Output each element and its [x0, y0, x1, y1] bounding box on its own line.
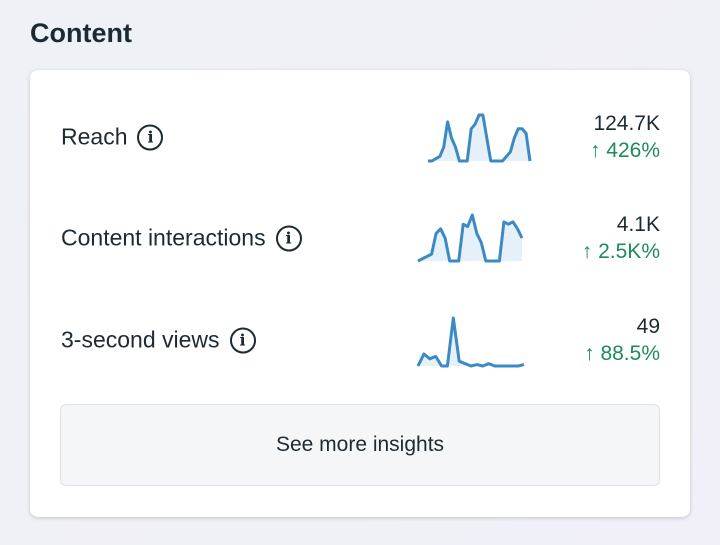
metric-value: 49 — [636, 315, 660, 338]
metric-label: Reach — [61, 123, 128, 150]
metric-value: 124.7K — [593, 112, 660, 135]
see-more-insights-button[interactable]: See more insights — [60, 404, 660, 486]
metric-row-reach: Reach i 124.7K ↑ 426% — [30, 102, 690, 172]
sparkline-line — [416, 316, 525, 368]
sparkline-area — [418, 318, 524, 366]
metric-row-content-interactions: Content interactions i 4.1K ↑ 2.5K% — [30, 203, 690, 273]
sparkline-line — [417, 213, 524, 263]
info-icon[interactable]: i — [137, 124, 164, 150]
info-icon[interactable]: i — [229, 327, 256, 353]
sparkline-area — [428, 115, 530, 161]
metric-value: 4.1K — [616, 213, 660, 236]
sparkline-3-second-views — [416, 316, 525, 368]
sparkline-area — [418, 215, 522, 261]
metric-label: 3-second views — [61, 326, 220, 353]
metric-label: Content interactions — [61, 224, 266, 251]
content-card: Reach i 124.7K ↑ 426% Content interactions… — [30, 70, 690, 517]
metric-change: ↑ 2.5K% — [581, 240, 660, 263]
metric-change: ↑ 88.5% — [584, 342, 660, 365]
sparkline-line — [428, 113, 532, 163]
sparkline-content-interactions — [417, 213, 524, 263]
metric-change: ↑ 426% — [589, 139, 660, 162]
metric-row-3-second-views: 3-second views i 49 ↑ 88.5% — [30, 305, 690, 375]
sparkline-reach — [428, 113, 532, 163]
section-title: Content — [30, 18, 132, 48]
info-icon[interactable]: i — [275, 225, 302, 251]
